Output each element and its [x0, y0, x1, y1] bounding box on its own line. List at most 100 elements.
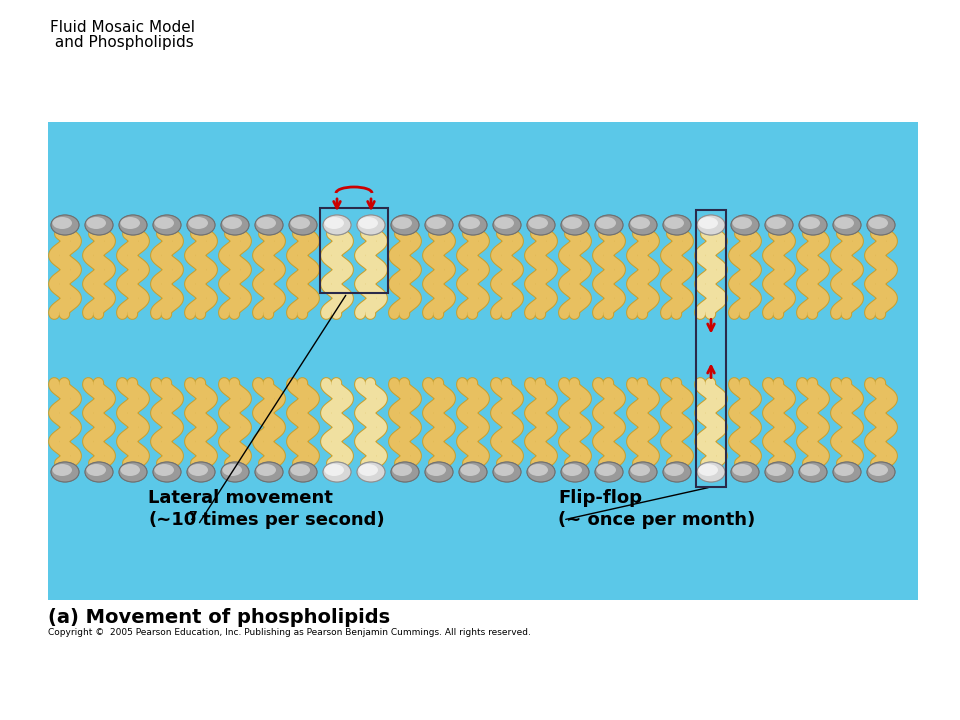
Ellipse shape	[494, 464, 514, 476]
Ellipse shape	[391, 215, 419, 235]
Ellipse shape	[289, 215, 317, 235]
Ellipse shape	[221, 462, 249, 482]
Text: (a) Movement of phospholipids: (a) Movement of phospholipids	[48, 608, 390, 627]
Ellipse shape	[85, 462, 113, 482]
Ellipse shape	[631, 464, 650, 476]
Ellipse shape	[188, 217, 208, 229]
Ellipse shape	[86, 217, 106, 229]
Ellipse shape	[869, 217, 888, 229]
Ellipse shape	[563, 217, 582, 229]
Ellipse shape	[187, 215, 215, 235]
Ellipse shape	[867, 215, 895, 235]
Ellipse shape	[629, 215, 657, 235]
Ellipse shape	[289, 462, 317, 482]
Ellipse shape	[766, 464, 786, 476]
Text: Fluid Mosaic Model: Fluid Mosaic Model	[50, 20, 195, 35]
Ellipse shape	[221, 462, 249, 482]
Ellipse shape	[221, 215, 249, 235]
Ellipse shape	[289, 215, 317, 235]
Ellipse shape	[527, 462, 555, 482]
Ellipse shape	[595, 215, 623, 235]
Ellipse shape	[459, 462, 487, 482]
Ellipse shape	[120, 217, 140, 229]
Ellipse shape	[731, 462, 759, 482]
Ellipse shape	[663, 215, 691, 235]
Ellipse shape	[833, 462, 861, 482]
Ellipse shape	[731, 215, 759, 235]
Ellipse shape	[595, 462, 623, 482]
Ellipse shape	[867, 215, 895, 235]
Ellipse shape	[732, 217, 752, 229]
Ellipse shape	[119, 215, 147, 235]
Ellipse shape	[323, 462, 351, 482]
Ellipse shape	[799, 462, 827, 482]
Ellipse shape	[53, 464, 72, 476]
Ellipse shape	[833, 462, 861, 482]
Ellipse shape	[799, 215, 827, 235]
Ellipse shape	[459, 215, 487, 235]
Ellipse shape	[833, 215, 861, 235]
Ellipse shape	[425, 215, 453, 235]
Ellipse shape	[459, 462, 487, 482]
Ellipse shape	[187, 462, 215, 482]
Ellipse shape	[766, 217, 786, 229]
Ellipse shape	[51, 462, 79, 482]
Ellipse shape	[256, 464, 276, 476]
Ellipse shape	[663, 215, 691, 235]
Ellipse shape	[255, 215, 283, 235]
Ellipse shape	[527, 215, 555, 235]
Ellipse shape	[834, 217, 854, 229]
Text: and Phospholipids: and Phospholipids	[50, 35, 194, 50]
Ellipse shape	[119, 462, 147, 482]
Ellipse shape	[426, 464, 446, 476]
Ellipse shape	[561, 462, 589, 482]
Ellipse shape	[357, 215, 385, 235]
Ellipse shape	[291, 464, 310, 476]
Ellipse shape	[631, 217, 650, 229]
Ellipse shape	[223, 217, 242, 229]
Ellipse shape	[732, 464, 752, 476]
Ellipse shape	[153, 462, 181, 482]
Ellipse shape	[357, 215, 385, 235]
Ellipse shape	[801, 217, 820, 229]
Ellipse shape	[289, 462, 317, 482]
Ellipse shape	[324, 464, 344, 476]
Ellipse shape	[324, 217, 344, 229]
Ellipse shape	[85, 215, 113, 235]
Ellipse shape	[664, 464, 684, 476]
Text: (~ once per month): (~ once per month)	[558, 511, 756, 529]
Ellipse shape	[765, 215, 793, 235]
Ellipse shape	[153, 215, 181, 235]
Ellipse shape	[223, 464, 242, 476]
Bar	[321, 208, 388, 293]
Ellipse shape	[53, 217, 72, 229]
Ellipse shape	[459, 215, 487, 235]
Ellipse shape	[426, 217, 446, 229]
Text: Flip-flop: Flip-flop	[558, 489, 642, 507]
Ellipse shape	[663, 462, 691, 482]
Ellipse shape	[595, 462, 623, 482]
Ellipse shape	[357, 462, 385, 482]
Ellipse shape	[833, 215, 861, 235]
Ellipse shape	[561, 462, 589, 482]
Ellipse shape	[51, 462, 79, 482]
Ellipse shape	[493, 462, 521, 482]
Ellipse shape	[561, 215, 589, 235]
Ellipse shape	[187, 215, 215, 235]
Ellipse shape	[698, 217, 718, 229]
Ellipse shape	[323, 462, 351, 482]
Ellipse shape	[188, 464, 208, 476]
Ellipse shape	[834, 464, 854, 476]
Ellipse shape	[595, 215, 623, 235]
Ellipse shape	[393, 464, 412, 476]
Bar	[696, 210, 727, 487]
Ellipse shape	[256, 217, 276, 229]
Text: (~10: (~10	[148, 511, 196, 529]
Ellipse shape	[799, 462, 827, 482]
Ellipse shape	[425, 462, 453, 482]
Ellipse shape	[85, 462, 113, 482]
Text: Copyright ©  2005 Pearson Education, Inc. Publishing as Pearson Benjamin Cumming: Copyright © 2005 Pearson Education, Inc.…	[48, 628, 531, 637]
Ellipse shape	[528, 464, 548, 476]
Ellipse shape	[391, 215, 419, 235]
Ellipse shape	[425, 215, 453, 235]
